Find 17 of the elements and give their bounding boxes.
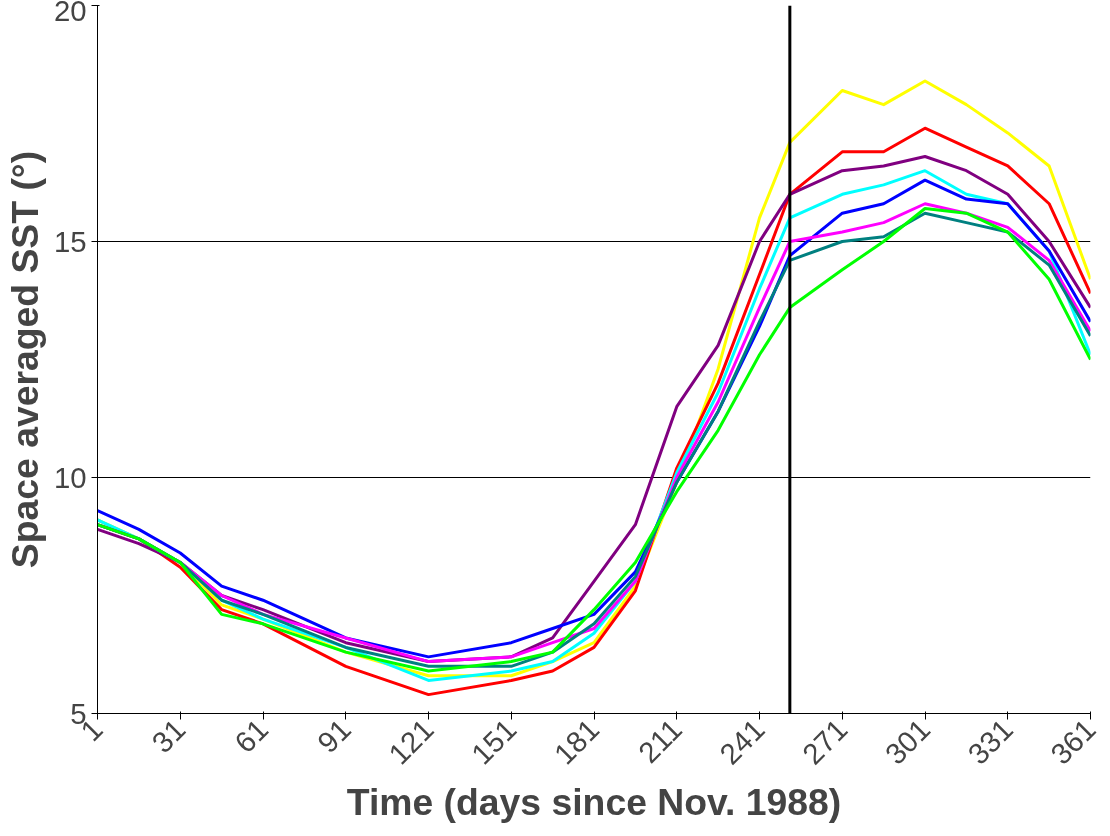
x-tick-label: 91 (310, 712, 358, 759)
y-tick-label: 20 (53, 0, 87, 27)
x-tick-label: 271 (795, 712, 854, 771)
y-tick-label: 15 (53, 224, 87, 258)
x-tick-label: 331 (961, 712, 1020, 771)
y-tick-label: 10 (53, 460, 87, 494)
y-axis-title: Space averaged SST (°) (3, 150, 46, 569)
x-tick-label: 31 (145, 712, 192, 759)
x-tick-label: 361 (1043, 712, 1102, 771)
x-tick-label: 301 (878, 712, 937, 771)
x-tick-label: 121 (381, 712, 440, 771)
x-tick-label: 241 (712, 712, 771, 771)
x-tick-label: 181 (547, 712, 606, 771)
x-axis-title: Time (days since Nov. 1988) (346, 781, 842, 824)
x-tick-label: 151 (464, 712, 523, 771)
x-tick-label: 61 (227, 712, 275, 759)
x-tick-label: 211 (631, 712, 689, 769)
